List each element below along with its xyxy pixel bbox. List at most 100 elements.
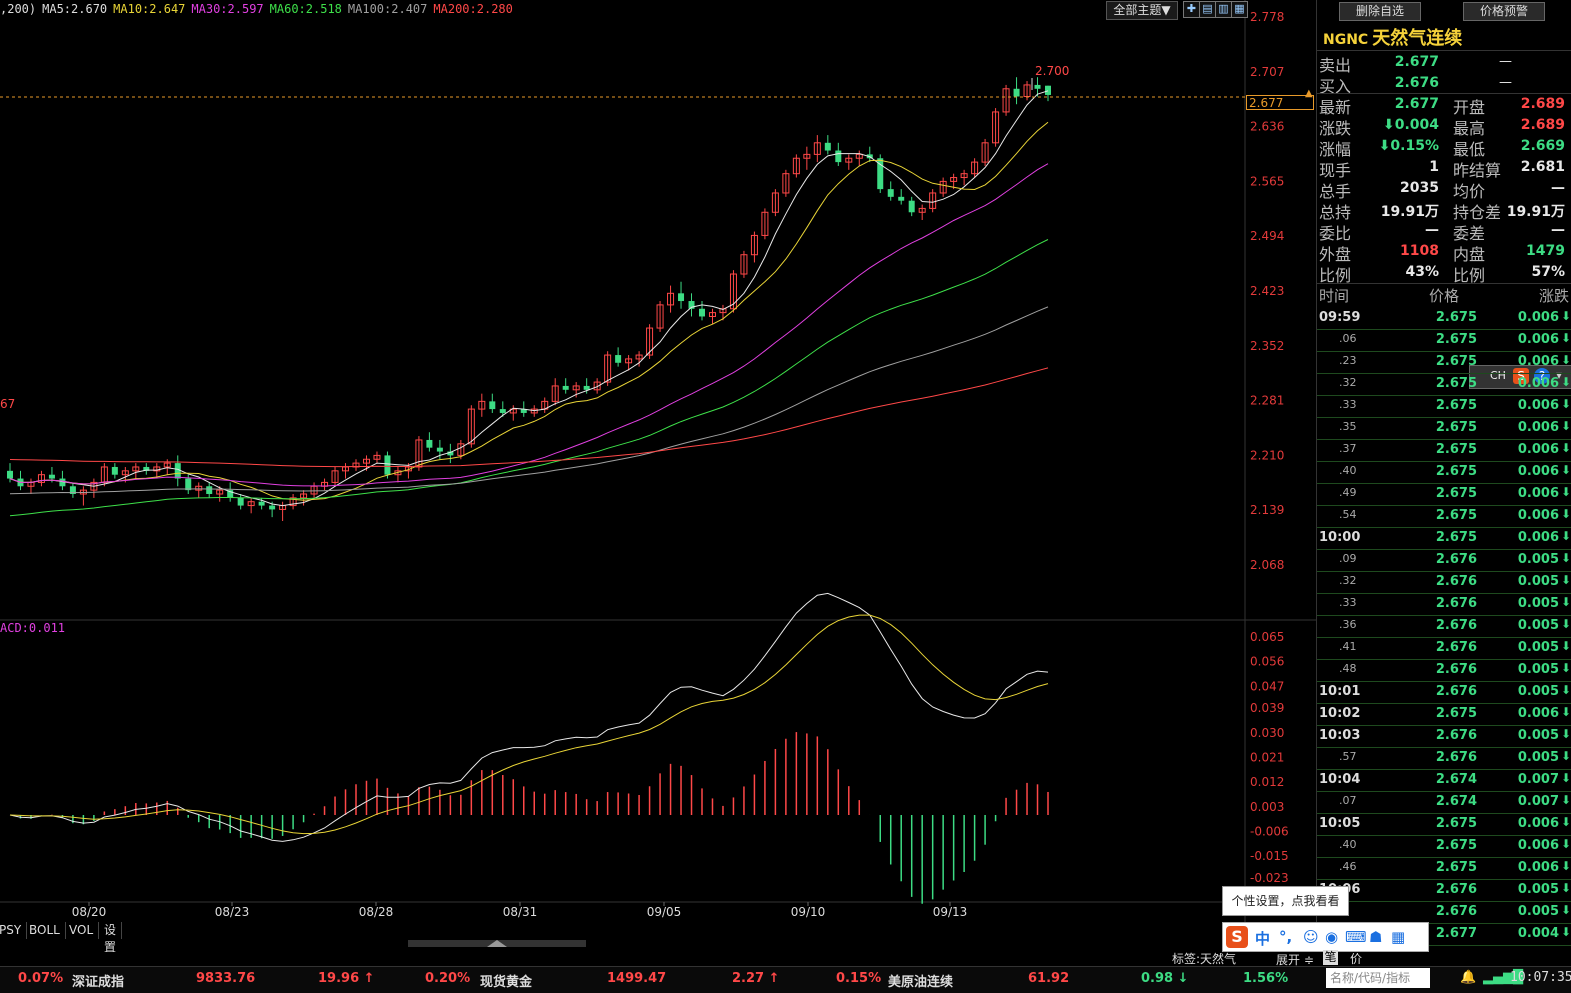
left-price-marker: 67 [0, 397, 16, 411]
arrow-down-icon: ⬇ [1561, 485, 1571, 499]
quote-value: 2035 [1400, 180, 1439, 196]
candle-body [877, 158, 884, 190]
ime-float-bar[interactable]: CH S ? ▾ [1469, 365, 1571, 389]
arrow-down-icon: ⬇ [1561, 903, 1571, 917]
tick-row: 10:01 2.676 0.005 ⬇ [1317, 681, 1571, 704]
candle-body [740, 254, 748, 275]
candle-body [771, 192, 779, 213]
chinese-mode-icon[interactable]: 中 [1255, 930, 1271, 948]
quote-value: 2.681 [1520, 159, 1565, 175]
sell-volume: — [1499, 54, 1512, 69]
scroll-up-icon[interactable] [487, 940, 507, 947]
candle-body [384, 455, 391, 475]
toolbox-icon[interactable]: ▦ [1391, 928, 1406, 946]
layout-icon[interactable]: ✚ [1183, 1, 1200, 18]
tick-row: .57 2.676 0.005 ⬇ [1317, 747, 1571, 770]
tab-vol[interactable]: VOL [64, 922, 100, 939]
sogou-logo-icon[interactable]: S [1226, 926, 1248, 948]
arrow-down-icon: ⬇ [1561, 463, 1571, 477]
price-axis-label: 2.068 [1250, 558, 1284, 572]
ime-toolbar[interactable]: S 中 °, ☺ ◉ ⌨ ☗ ▦ [1222, 922, 1429, 952]
emoji-icon[interactable]: ☺ [1303, 928, 1319, 946]
arrow-up-icon: ▲ [1305, 88, 1313, 99]
tick-header: 时间 价格 涨跌 [1317, 285, 1571, 307]
sogou-icon[interactable]: S [1513, 368, 1529, 384]
bell-icon[interactable]: 🔔 [1460, 970, 1477, 985]
ma-legend-item: MA60:2.518 [269, 2, 342, 16]
candle-body [551, 385, 559, 402]
keyboard-icon[interactable]: ⌨ [1345, 928, 1367, 946]
buy-volume: — [1499, 75, 1512, 90]
punctuation-icon[interactable]: °, [1279, 928, 1293, 946]
candle-body [615, 355, 622, 363]
window-icon[interactable]: ▦ [1231, 1, 1248, 18]
tab-psy[interactable]: PSY [0, 922, 28, 939]
skin-icon[interactable]: ☗ [1369, 928, 1383, 946]
delete-watchlist-button[interactable]: 删除自选 [1339, 2, 1421, 21]
tick-price: 2.675 [1435, 354, 1477, 369]
quote-label: 持仓差 [1453, 203, 1502, 222]
candle-body [478, 400, 486, 410]
candle-body [824, 142, 831, 151]
tab-boll[interactable]: BOLL [24, 922, 66, 939]
price-alert-button[interactable]: 价格预警 [1463, 2, 1545, 21]
ticker-item: 0.15% [836, 971, 882, 986]
ticker-item: 现货黄金 [480, 975, 533, 990]
tick-change: 0.006 [1517, 442, 1559, 457]
window-icon[interactable]: ▤ [1199, 1, 1216, 18]
tick-row: .33 2.675 0.006 ⬇ [1317, 395, 1571, 418]
candle-body [719, 308, 727, 314]
price-axis-label: 2.139 [1250, 503, 1284, 517]
candle-body [111, 466, 118, 475]
expand-button[interactable]: 展开 ≑ [1276, 953, 1314, 967]
tick-row: 10:03 2.676 0.005 ⬇ [1317, 725, 1571, 748]
dif-line [9, 592, 1049, 842]
macd-axis-label: 0.065 [1250, 630, 1284, 644]
ma200-line [9, 367, 1049, 468]
tick-time: .48 [1339, 662, 1357, 675]
search-input[interactable]: 名称/代码/指标 [1326, 968, 1430, 988]
macd-axis-label: 0.056 [1250, 655, 1284, 669]
arrow-down-icon: ⬇ [1561, 529, 1571, 543]
window-icon[interactable]: ▥ [1215, 1, 1232, 18]
arrow-down-icon: ⬇ [1561, 573, 1571, 587]
clock: 10:07:35 [1510, 970, 1571, 985]
pen-button[interactable]: 笔 [1323, 950, 1338, 965]
tick-price: 2.675 [1435, 332, 1477, 347]
quote-value: 2.669 [1520, 138, 1565, 154]
price-button[interactable]: 价 [1350, 952, 1363, 966]
help-icon[interactable]: ? [1534, 368, 1550, 384]
arrow-down-icon: ⬇ [1561, 639, 1571, 653]
quote-value: ⬇0.15% [1378, 138, 1439, 154]
candle-body [835, 150, 842, 163]
menu-icon[interactable]: ▾ [1556, 368, 1563, 382]
tick-price: 2.676 [1435, 904, 1477, 919]
date-axis-label: 09/13 [933, 905, 968, 919]
candle-body [520, 409, 527, 413]
tick-change: 0.006 [1517, 706, 1559, 721]
tick-time: .07 [1339, 794, 1357, 807]
kline-chart[interactable]: 2.778 2.707 2.636 2.565 2.494 2.423 2.352 2.281… [0, 0, 1316, 944]
tab-settings[interactable]: 设置 [99, 922, 123, 954]
tick-price: 2.675 [1435, 310, 1477, 325]
ime-tooltip[interactable]: 个性设置，点我看看 [1222, 886, 1349, 916]
tick-change: 0.005 [1517, 750, 1559, 765]
tick-price: 2.676 [1435, 662, 1477, 677]
macd-axis-label: 0.003 [1250, 800, 1284, 814]
microphone-icon[interactable]: ◉ [1325, 928, 1339, 946]
tick-price: 2.676 [1435, 684, 1477, 699]
tick-change: 0.006 [1517, 354, 1559, 369]
candle-body [426, 439, 433, 448]
candle-body [792, 157, 800, 175]
ticker-item: 9833.76 [196, 971, 256, 986]
theme-dropdown[interactable]: 全部主题▼ [1106, 1, 1178, 20]
macd-axis-label: 0.047 [1250, 679, 1284, 693]
tick-row: 10:04 2.674 0.007 ⬇ [1317, 769, 1571, 792]
tick-row: .40 2.675 0.006 ⬇ [1317, 835, 1571, 858]
ma-legend-item: MA10:2.647 [113, 2, 186, 16]
tick-price: 2.674 [1435, 772, 1477, 787]
candle-body [174, 463, 181, 479]
tick-price: 2.675 [1435, 442, 1477, 457]
candle-body [59, 478, 66, 487]
tick-row: .32 2.676 0.005 ⬇ [1317, 571, 1571, 594]
